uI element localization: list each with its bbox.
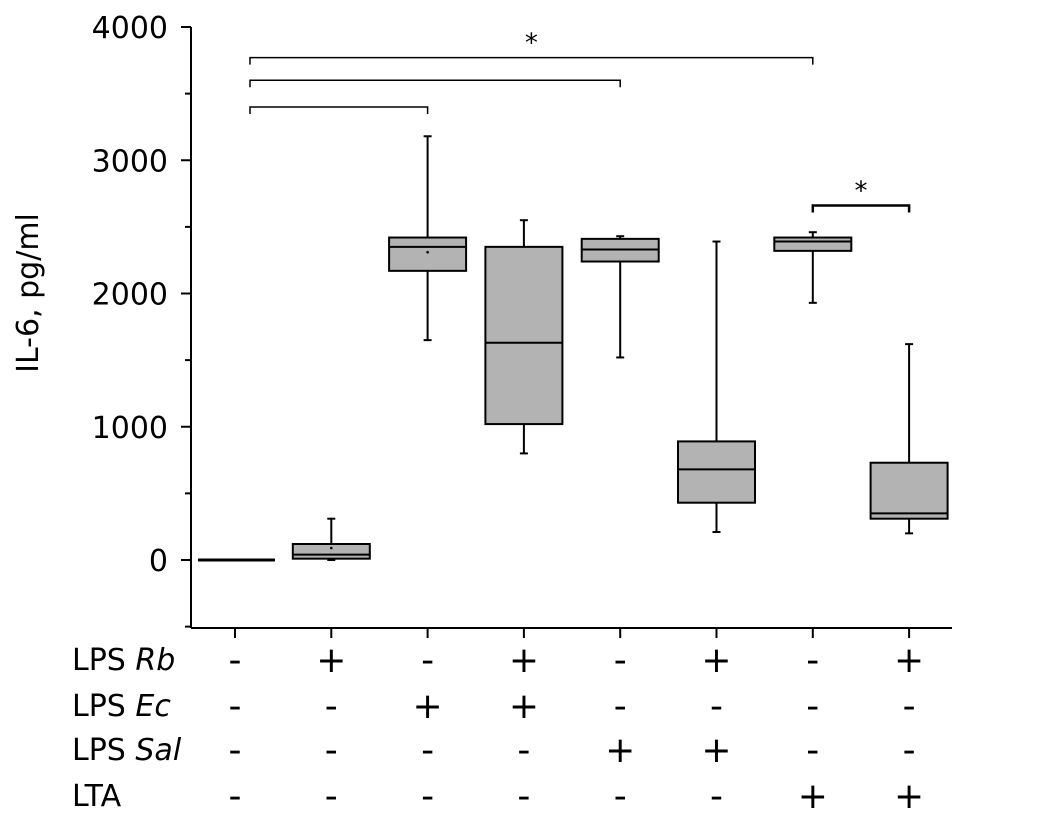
minus-sign: - [325,776,338,817]
minus-sign: - [806,730,819,771]
plus-sign: + [509,686,539,727]
plus-sign: + [701,640,731,681]
y-tick-label: 4000 [92,11,168,46]
significance-bracket: * [811,177,911,213]
y-tick-label: 1000 [92,411,168,446]
y-axis-title: IL-6, pg/ml [11,213,46,373]
box-group [388,135,468,342]
significance-brackets: ** [249,29,911,213]
axes [190,27,952,638]
bracket-line [249,79,621,88]
box-iqr [869,461,949,520]
minus-sign: - [614,776,627,817]
minus-sign: - [806,686,819,727]
minus-sign: - [421,776,434,817]
mean-dot [330,546,333,550]
minus-sign: - [421,640,434,681]
plus-sign: + [316,640,346,681]
minus-sign: - [325,686,338,727]
minus-sign: - [806,640,819,681]
minus-sign: - [614,686,627,727]
box-iqr [484,245,564,426]
plus-sign: + [509,640,539,681]
minus-sign: - [517,776,530,817]
plus-sign: + [701,730,731,771]
plus-sign: + [413,686,443,727]
significance-star: * [854,177,867,207]
box-group [869,343,949,535]
condition-row: LPS Sal - - - - + + - - [72,730,916,771]
minus-sign: - [710,686,723,727]
significance-bracket: * [249,29,814,65]
minus-sign: - [903,686,916,727]
box-iqr [677,440,756,504]
box-group [677,240,756,534]
plus-sign: + [798,776,828,817]
condition-row: LPS Ec - - + + - - - - [72,686,916,727]
minus-sign: - [421,730,434,771]
condition-label: LPS Rb [72,643,175,678]
significance-bracket [249,79,621,88]
minus-sign: - [517,730,530,771]
condition-label: LTA [72,779,122,814]
minus-sign: - [229,730,242,771]
bracket-line [811,204,911,213]
condition-rows: LPS Rb - + - + - + - +LPS Ec - - + + - - - -LPS Sal - - - - +… [72,640,924,817]
mean-dot [426,250,429,254]
condition-row: LTA - - - - - - + + [72,776,924,817]
y-tick-label: 3000 [92,144,168,179]
minus-sign: - [903,730,916,771]
minus-sign: - [229,686,242,727]
significance-star: * [525,29,538,59]
y-tick-label: 2000 [92,278,168,313]
condition-row: LPS Rb - + - + - + - + [72,640,924,681]
box-iqr [773,236,853,252]
minus-sign: - [229,776,242,817]
condition-label: LPS Ec [72,689,171,724]
significance-bracket [249,106,429,114]
minus-sign: - [325,730,338,771]
minus-sign: - [229,640,242,681]
box-iqr [388,236,468,272]
plus-sign: + [605,730,635,771]
box-group [773,231,853,304]
box-iqr [291,543,371,560]
box-group [291,517,371,561]
plus-sign: + [894,776,924,817]
minus-sign: - [614,640,627,681]
y-tick-label: 0 [149,544,168,579]
bracket-line [249,106,429,114]
bracket-line [249,56,814,65]
plus-sign: + [894,640,924,681]
box-group [580,235,660,359]
y-ticks: 0 1000 2000 3000 4000 [92,11,191,628]
boxes [198,135,949,562]
condition-label: LPS Sal [72,733,182,768]
box-group [484,219,564,455]
minus-sign: - [710,776,723,817]
